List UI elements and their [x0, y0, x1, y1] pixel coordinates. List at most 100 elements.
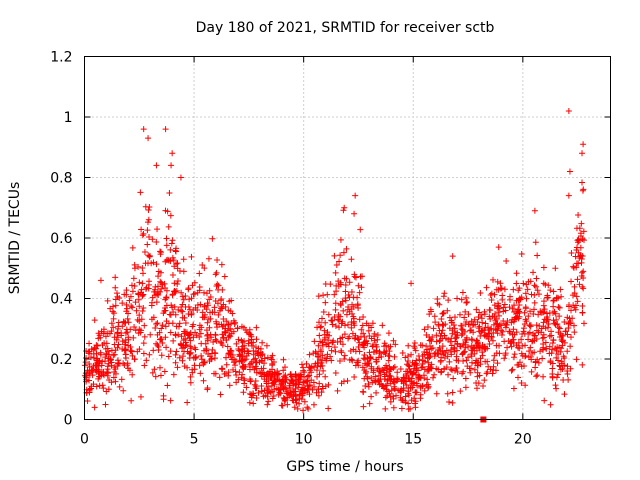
data-point	[510, 326, 517, 333]
data-point	[333, 288, 340, 295]
data-point	[356, 316, 363, 323]
data-point	[387, 398, 394, 405]
data-point	[398, 405, 405, 412]
data-point	[180, 256, 187, 263]
data-point	[518, 294, 525, 301]
data-point	[207, 315, 214, 322]
data-point	[354, 294, 361, 301]
data-point	[157, 336, 164, 343]
data-point	[549, 374, 556, 381]
data-point	[493, 327, 500, 334]
data-point	[579, 269, 586, 276]
data-point	[89, 366, 96, 373]
data-point	[196, 270, 203, 277]
data-point	[376, 381, 383, 388]
data-point	[475, 313, 482, 320]
data-point	[123, 326, 130, 333]
data-point	[315, 386, 322, 393]
data-point	[540, 341, 547, 348]
data-point	[477, 344, 484, 351]
data-point	[574, 298, 581, 305]
data-point	[136, 303, 143, 310]
data-point	[201, 347, 208, 354]
data-point	[131, 261, 138, 268]
data-point	[316, 332, 323, 339]
data-point	[313, 367, 320, 374]
data-point	[336, 357, 343, 364]
data-point	[252, 359, 259, 366]
data-point	[96, 382, 103, 389]
data-point	[190, 321, 197, 328]
data-point	[224, 343, 231, 350]
data-point	[384, 377, 391, 384]
data-point	[163, 242, 170, 249]
data-point	[174, 277, 181, 284]
data-point	[499, 328, 506, 335]
data-point	[204, 386, 211, 393]
data-point	[141, 249, 148, 256]
data-point	[105, 355, 112, 362]
data-point	[121, 341, 128, 348]
data-point	[463, 294, 470, 301]
data-point	[321, 354, 328, 361]
data-point	[330, 339, 337, 346]
data-point	[417, 375, 424, 382]
data-point	[233, 340, 240, 347]
data-point	[201, 302, 208, 309]
data-point	[253, 324, 260, 331]
data-point	[118, 376, 125, 383]
data-point	[510, 336, 517, 343]
data-point	[232, 368, 239, 375]
y-tick-label: 0	[64, 413, 73, 429]
data-point	[244, 347, 251, 354]
data-point	[198, 352, 205, 359]
data-point	[458, 332, 465, 339]
data-point	[269, 352, 276, 359]
data-point	[393, 377, 400, 384]
data-point	[243, 384, 250, 391]
data-point	[104, 297, 111, 304]
data-point	[177, 174, 184, 181]
data-point	[252, 385, 259, 392]
data-point	[145, 285, 152, 292]
data-point	[438, 330, 445, 337]
data-point	[290, 377, 297, 384]
data-point	[491, 352, 498, 359]
data-point	[467, 369, 474, 376]
data-point	[444, 353, 451, 360]
data-point	[543, 345, 550, 352]
data-point	[394, 369, 401, 376]
data-point	[242, 356, 249, 363]
data-point	[446, 325, 453, 332]
data-point	[222, 325, 229, 332]
data-point	[105, 348, 112, 355]
data-point	[516, 302, 523, 309]
data-point	[531, 337, 538, 344]
data-point	[351, 271, 358, 278]
data-point	[214, 257, 221, 264]
data-point	[269, 360, 276, 367]
data-point	[187, 373, 194, 380]
data-point	[123, 287, 130, 294]
data-point	[191, 362, 198, 369]
data-point	[113, 290, 120, 297]
data-point	[502, 324, 509, 331]
data-point	[417, 395, 424, 402]
data-point	[554, 320, 561, 327]
data-point	[539, 346, 546, 353]
data-point	[541, 306, 548, 313]
data-point	[91, 317, 98, 324]
data-point	[304, 373, 311, 380]
data-point	[263, 342, 270, 349]
data-point	[107, 305, 114, 312]
data-point	[578, 256, 585, 263]
data-point	[219, 366, 226, 373]
data-point	[315, 293, 322, 300]
data-point	[120, 360, 127, 367]
data-point	[515, 374, 522, 381]
data-point	[136, 279, 143, 286]
data-point	[197, 301, 204, 308]
data-point	[172, 332, 179, 339]
data-point	[430, 374, 437, 381]
data-point	[300, 407, 307, 414]
